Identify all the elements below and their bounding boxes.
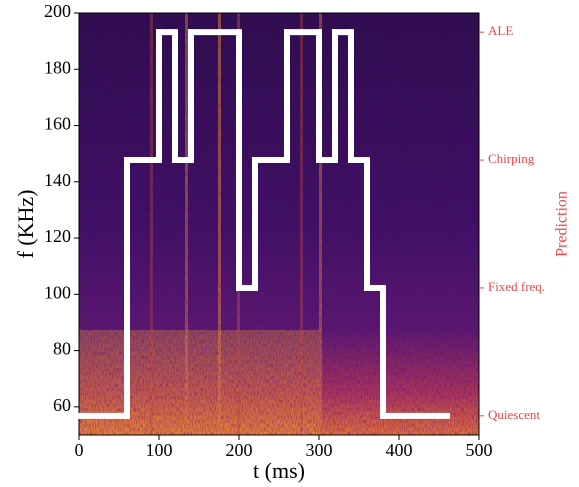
x-tick-label: 200	[226, 440, 253, 460]
y-tick-label: 200	[44, 1, 71, 21]
y-tick-label: 120	[44, 226, 71, 246]
x-tick-label: 300	[306, 440, 333, 460]
y-tick-label: 100	[44, 282, 71, 302]
x-tick-label: 100	[146, 440, 173, 460]
y2-tick-label: Fixed freq.	[488, 279, 545, 294]
y-tick-label: 140	[44, 170, 71, 190]
y2-tick-label: Chirping	[488, 151, 535, 166]
x-tick-label: 500	[466, 440, 493, 460]
spectrogram	[79, 13, 479, 435]
y-axis-label: f (KHz)	[13, 189, 38, 258]
x-axis-label: t (ms)	[253, 458, 305, 483]
y-tick-label: 80	[53, 339, 71, 359]
y2-axis-label: Prediction	[554, 191, 571, 257]
x-tick-label: 0	[75, 440, 84, 460]
y-tick-label: 160	[44, 114, 71, 134]
y-tick-label: 180	[44, 57, 71, 77]
y2-tick-label: ALE	[488, 23, 513, 38]
plot-frame	[78, 12, 480, 436]
y-tick-label: 60	[53, 395, 71, 415]
y2-tick-label: Quiescent	[488, 407, 540, 422]
x-tick-label: 400	[386, 440, 413, 460]
